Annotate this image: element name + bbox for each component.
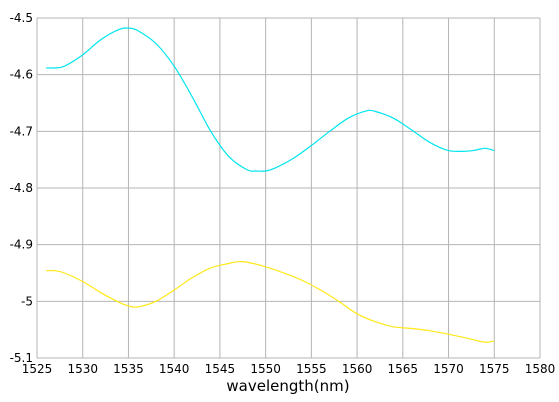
x-tick-label: 1525 — [22, 362, 53, 376]
x-tick-label: 1565 — [388, 362, 419, 376]
series-lines — [46, 27, 495, 343]
x-tick-label: 1550 — [250, 362, 281, 376]
x-tick-label: 1570 — [433, 362, 464, 376]
series-line-2 — [46, 260, 495, 343]
x-axis-title: wavelength(nm) — [226, 377, 349, 395]
x-tick-label: 1555 — [296, 362, 327, 376]
y-tick-label: -5 — [21, 294, 33, 308]
x-tick-label: 1580 — [525, 362, 556, 376]
x-tick-label: 1535 — [113, 362, 144, 376]
y-tick-label: -4.7 — [10, 124, 33, 138]
y-tick-labels: -4.5 -4.6 -4.7 -4.8 -4.9 -5 -5.1 — [10, 11, 33, 365]
series-line-1 — [46, 27, 495, 172]
y-tick-label: -4.8 — [10, 181, 33, 195]
x-tick-label: 1575 — [479, 362, 510, 376]
y-tick-label: -4.5 — [10, 11, 33, 25]
x-tick-label: 1545 — [205, 362, 236, 376]
x-tick-labels: 1525 1530 1535 1540 1545 1550 1555 1560 1565 1570… — [22, 362, 556, 376]
y-tick-label: -4.6 — [10, 68, 33, 82]
y-tick-label: -5.1 — [10, 351, 33, 365]
x-tick-label: 1560 — [342, 362, 373, 376]
grid — [36, 17, 541, 359]
x-tick-label: 1540 — [159, 362, 190, 376]
y-tick-label: -4.9 — [10, 238, 33, 252]
x-tick-label: 1530 — [67, 362, 98, 376]
